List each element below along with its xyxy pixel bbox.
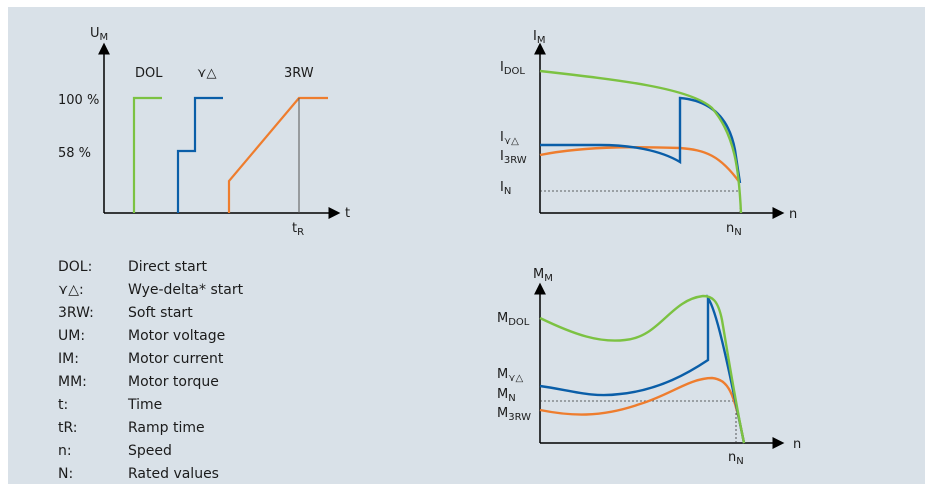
current-level-label: IN (500, 180, 511, 197)
wye-delta-torque-curve (539, 294, 746, 444)
torque-level-label: M3RW (497, 406, 531, 423)
legend: DOL: Direct start ⋎△: Wye-delta* start 3… (58, 259, 244, 482)
current-y-axis-label: IM (533, 29, 545, 46)
current-rated-speed-label: nN (726, 221, 742, 238)
legend-key: ⋎△: (58, 282, 84, 298)
current-level-label: I⋎△ (500, 130, 519, 147)
soft-start-label: 3RW (284, 66, 314, 81)
legend-value: Soft start (128, 305, 193, 321)
current-level-label: I3RW (500, 149, 527, 166)
legend-value: Time (127, 397, 162, 413)
legend-key: N: (58, 466, 73, 482)
legend-value: Wye-delta* start (128, 282, 244, 298)
torque-level-label: MDOL (497, 311, 530, 328)
torque-x-axis-label: n (793, 437, 801, 452)
voltage-x-axis-label: t (345, 206, 350, 221)
legend-key: t: (58, 397, 68, 413)
soft-start-voltage-line (227, 96, 328, 213)
legend-key: n: (58, 443, 72, 459)
wye-delta-voltage-line (176, 96, 223, 213)
legend-key: DOL: (58, 259, 92, 275)
current-x-axis-label: n (789, 207, 797, 222)
wye-delta-current-curve (540, 96, 742, 184)
dol-current-curve (539, 69, 743, 214)
soft-start-torque-curve (539, 376, 746, 444)
torque-level-label: M⋎△ (497, 367, 524, 384)
current-chart: IM n IDOL I⋎△ I3RW IN nN (500, 29, 797, 238)
rated-current-guide (540, 190, 741, 213)
torque-y-axis-label: MM (533, 267, 553, 284)
legend-value: Motor voltage (128, 328, 225, 344)
torque-rated-speed-label: nN (728, 450, 744, 467)
legend-key: IM: (58, 351, 79, 367)
dol-label: DOL (135, 66, 163, 81)
legend-key: 3RW: (58, 305, 94, 321)
tick-100-percent: 100 % (58, 93, 99, 108)
voltage-y-axis-label: UM (90, 26, 108, 43)
voltage-chart: UM t 100 % 58 % DOL ⋎△ 3RW tR (58, 26, 350, 238)
legend-key: tR: (58, 420, 78, 436)
torque-level-label: MN (497, 387, 516, 404)
legend-value: Motor torque (128, 374, 219, 390)
rated-torque-guide (540, 400, 737, 443)
legend-value: Rated values (128, 466, 219, 482)
ramp-time-label: tR (292, 221, 304, 238)
dol-voltage-line (132, 96, 162, 213)
legend-key: MM: (58, 374, 87, 390)
legend-value: Speed (128, 443, 172, 459)
legend-value: Ramp time (128, 420, 205, 436)
current-level-label: IDOL (500, 60, 525, 77)
legend-key: UM: (58, 328, 85, 344)
diagram-panel (8, 7, 925, 484)
tick-58-percent: 58 % (58, 146, 91, 161)
soft-start-current-curve (539, 145, 741, 184)
legend-value: Motor current (128, 351, 224, 367)
torque-chart: MM n MDOL M⋎△ MN M3RW nN (497, 267, 801, 467)
dol-torque-curve (539, 294, 746, 444)
wye-delta-label: ⋎△ (197, 66, 217, 81)
legend-value: Direct start (128, 259, 207, 275)
